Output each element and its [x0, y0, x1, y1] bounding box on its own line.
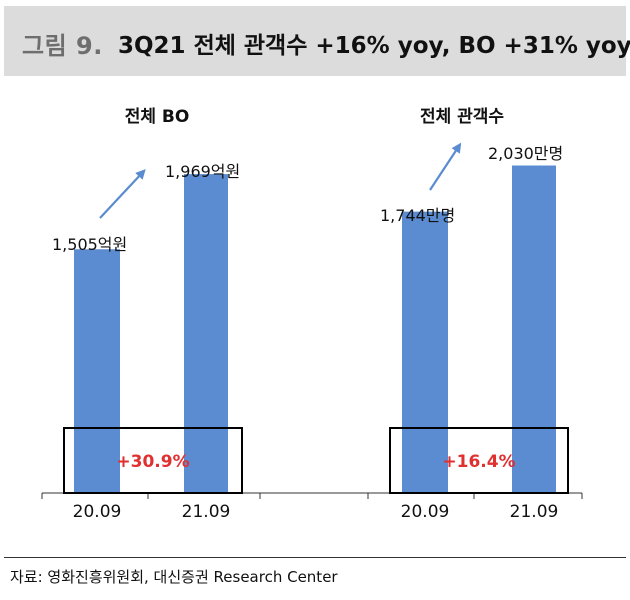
growth-arrow — [429, 142, 462, 191]
x-tick-label: 20.09 — [401, 502, 450, 522]
chart-area: 전체 BO 20.09 1,505억원 21.09 1,969억원 +30.9% 전체 관객… — [41, 107, 583, 522]
bar — [184, 174, 228, 493]
growth-arrow — [99, 169, 146, 219]
figure-header: 그림 9. 3Q21 전체 관객수 +16% yoy, BO +31% yoy — [4, 6, 630, 76]
growth-label: +16.4% — [442, 452, 515, 472]
bar — [512, 165, 556, 493]
x-tick-label: 21.09 — [510, 502, 559, 522]
source-note: 자료: 영화진흥위원회, 대신증권 Research Center — [10, 568, 338, 586]
highlight-box — [389, 427, 569, 494]
x-tick-label: 21.09 — [182, 502, 231, 522]
growth-label: +30.9% — [116, 452, 189, 472]
figure-title: 3Q21 전체 관객수 +16% yoy, BO +31% yoy — [118, 33, 630, 59]
chart-title: 전체 BO — [125, 107, 190, 127]
data-label: 2,030만명 — [488, 144, 563, 163]
data-label: 1,969억원 — [165, 162, 240, 181]
bar — [402, 211, 448, 494]
chart-title: 전체 관객수 — [420, 107, 504, 127]
figure-label: 그림 9. — [22, 32, 103, 60]
highlight-box — [63, 427, 243, 494]
source-divider — [4, 557, 626, 558]
data-label: 1,744만명 — [380, 206, 455, 225]
data-label: 1,505억원 — [52, 235, 127, 254]
bar — [74, 249, 120, 493]
x-tick-label: 20.09 — [73, 502, 122, 522]
